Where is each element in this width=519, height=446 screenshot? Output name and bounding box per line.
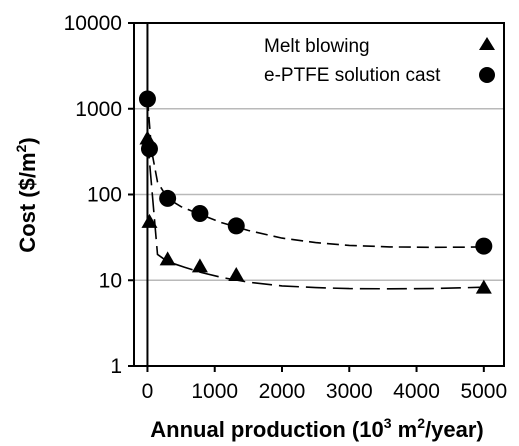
x-tick-label: 2000 bbox=[259, 380, 306, 403]
x-tick-label: 0 bbox=[142, 380, 154, 403]
y-tick-label: 10000 bbox=[64, 12, 122, 35]
data-point-eptfe bbox=[140, 140, 158, 158]
data-point-eptfe bbox=[191, 205, 209, 223]
x-tick-label: 1000 bbox=[191, 380, 238, 403]
trend-lines bbox=[146, 98, 484, 290]
y-tick-label: 10 bbox=[99, 269, 122, 292]
grid bbox=[134, 108, 504, 281]
y-tick-label: 100 bbox=[87, 184, 122, 207]
y-tick-label: 1000 bbox=[75, 98, 122, 121]
data-point-melt-blowing bbox=[228, 267, 245, 282]
x-tick-label: 3000 bbox=[326, 380, 373, 403]
y-axis-title: Cost ($/m2) bbox=[13, 137, 40, 252]
legend-label-melt-blowing: Melt blowing bbox=[264, 36, 370, 57]
data-point-eptfe bbox=[159, 189, 177, 207]
x-axis-title: Annual production (103 m2/year) bbox=[150, 415, 483, 442]
tick-labels: 1 10 100 1000 10000 0 1000 2000 3000 4000 5000 bbox=[64, 12, 508, 403]
legend-marker-circle bbox=[479, 67, 495, 83]
legend-marker-triangle bbox=[479, 37, 495, 50]
y-tick-label: 1 bbox=[110, 355, 122, 378]
data-point-melt-blowing bbox=[141, 213, 158, 228]
x-tick-label: 5000 bbox=[460, 380, 507, 403]
trend-line-eptfe bbox=[146, 98, 484, 249]
axis-ticks bbox=[128, 22, 485, 372]
data-point-eptfe bbox=[475, 237, 493, 255]
legend-label-eptfe: e-PTFE solution cast bbox=[264, 65, 441, 86]
data-point-eptfe bbox=[138, 90, 156, 108]
trend-line-melt-blowing bbox=[146, 138, 484, 290]
data-point-eptfe bbox=[227, 217, 245, 235]
data-point-melt-blowing bbox=[191, 258, 208, 273]
data-point-melt-blowing bbox=[475, 279, 492, 294]
x-tick-label: 4000 bbox=[393, 380, 440, 403]
data-point-melt-blowing bbox=[159, 251, 176, 266]
legend: Melt blowing e-PTFE solution cast bbox=[264, 36, 495, 86]
data-points bbox=[138, 90, 493, 294]
